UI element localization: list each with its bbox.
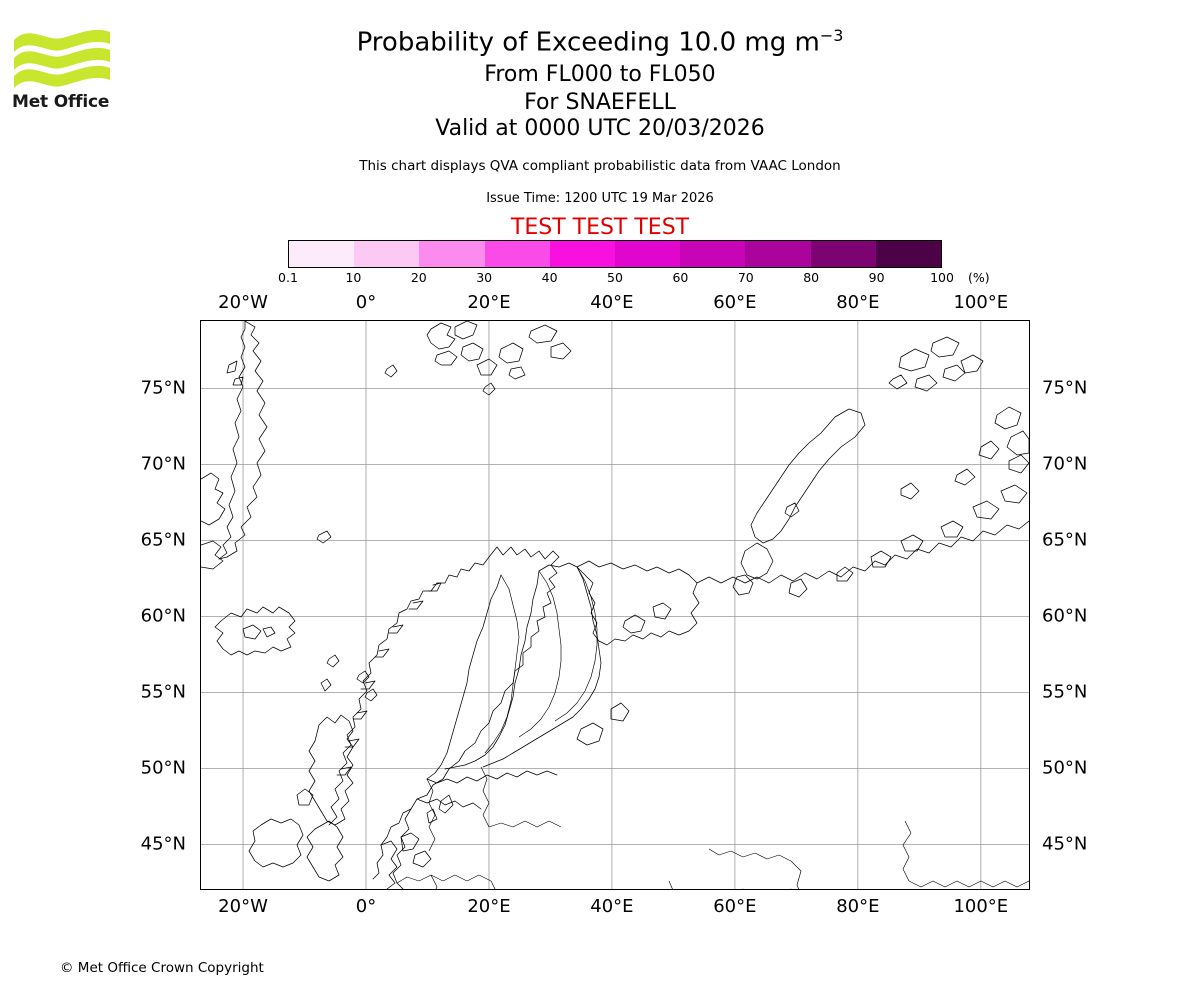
lon-label-40°E: 40°E: [590, 292, 634, 313]
met-office-wordmark: Met Office: [12, 92, 110, 112]
colorbar-tick-40: 40: [541, 270, 558, 285]
lat-label-50°N: 50°N: [140, 757, 186, 779]
lat-label-75°N: 75°N: [140, 377, 186, 399]
colorbar-segment-7: [745, 241, 811, 267]
lon-label-40°E: 40°E: [590, 896, 634, 917]
copyright-notice: © Met Office Crown Copyright: [60, 960, 264, 976]
valid-time: Valid at 0000 UTC 20/03/2026: [435, 116, 765, 141]
lat-label-55°N: 55°N: [1042, 681, 1088, 703]
lat-label-45°N: 45°N: [1042, 833, 1088, 855]
met-office-logo: [12, 26, 112, 114]
lon-label-60°E: 60°E: [713, 896, 757, 917]
lat-label-70°N: 70°N: [1042, 453, 1088, 475]
colorbar-tick-labels: 0.1 10 20 30 40 50 60 70 80 90 100: [278, 270, 954, 286]
lat-label-55°N: 55°N: [140, 681, 186, 703]
page-title: Probability of Exceeding 10.0 mg m−3: [0, 26, 1200, 58]
colorbar-tick-10: 10: [345, 270, 362, 285]
lat-label-60°N: 60°N: [140, 605, 186, 627]
colorbar-segment-0: [289, 241, 355, 267]
lon-label-60°E: 60°E: [713, 292, 757, 313]
probability-colorbar: [288, 240, 942, 268]
colorbar-tick-100: 100: [930, 270, 954, 285]
colorbar-tick-90: 90: [868, 270, 885, 285]
map-gridlines: [201, 321, 1029, 889]
lon-label-80°E: 80°E: [836, 896, 880, 917]
lat-label-75°N: 75°N: [1042, 377, 1088, 399]
colorbar-segment-3: [484, 241, 550, 267]
lat-label-65°N: 65°N: [140, 529, 186, 551]
met-office-waves-icon: [14, 29, 110, 88]
map-plot-area[interactable]: [200, 320, 1030, 890]
test-banner: TEST TEST TEST: [510, 215, 690, 240]
lat-label-45°N: 45°N: [140, 833, 186, 855]
colorbar-segment-1: [354, 241, 420, 267]
map-country-borders: [396, 566, 1029, 889]
flight-level-range: From FL000 to FL050: [484, 62, 716, 87]
map-coastlines: [201, 321, 1029, 889]
colorbar-segment-9: [875, 241, 942, 267]
colorbar-segment-4: [549, 241, 616, 267]
lat-label-65°N: 65°N: [1042, 529, 1088, 551]
lon-label-80°E: 80°E: [836, 292, 880, 313]
page-title-text: Probability of Exceeding 10.0 mg m: [356, 27, 820, 58]
lon-label-20°W: 20°W: [218, 292, 268, 313]
volcano-name: For SNAEFELL: [524, 90, 676, 115]
lon-label-20°E: 20°E: [467, 896, 511, 917]
colorbar-tick-70: 70: [737, 270, 754, 285]
lat-label-50°N: 50°N: [1042, 757, 1088, 779]
chart-subtitle: This chart displays QVA compliant probab…: [359, 158, 841, 174]
colorbar-segment-5: [615, 241, 681, 267]
lat-label-70°N: 70°N: [140, 453, 186, 475]
colorbar-tick-50: 50: [607, 270, 623, 285]
lon-label-20°W: 20°W: [218, 896, 268, 917]
lon-label-0°: 0°: [355, 896, 377, 917]
map-canvas: [201, 321, 1029, 889]
lon-label-20°E: 20°E: [467, 292, 511, 313]
colorbar-tick-80: 80: [803, 270, 820, 285]
colorbar-segment-2: [419, 241, 485, 267]
colorbar-tick-20: 20: [410, 270, 427, 285]
colorbar-unit-label: (%): [968, 270, 990, 285]
page-title-exponent: −3: [819, 26, 844, 45]
colorbar-tick-60: 60: [672, 270, 689, 285]
lon-label-100°E: 100°E: [953, 292, 1009, 313]
lon-label-0°: 0°: [355, 292, 377, 313]
colorbar-tick-0.1: 0.1: [278, 270, 298, 285]
lat-label-60°N: 60°N: [1042, 605, 1088, 627]
colorbar-segment-6: [680, 241, 746, 267]
issue-time: Issue Time: 1200 UTC 19 Mar 2026: [486, 191, 714, 206]
colorbar-tick-30: 30: [476, 270, 493, 285]
colorbar-segment-8: [810, 241, 876, 267]
lon-label-100°E: 100°E: [953, 896, 1009, 917]
